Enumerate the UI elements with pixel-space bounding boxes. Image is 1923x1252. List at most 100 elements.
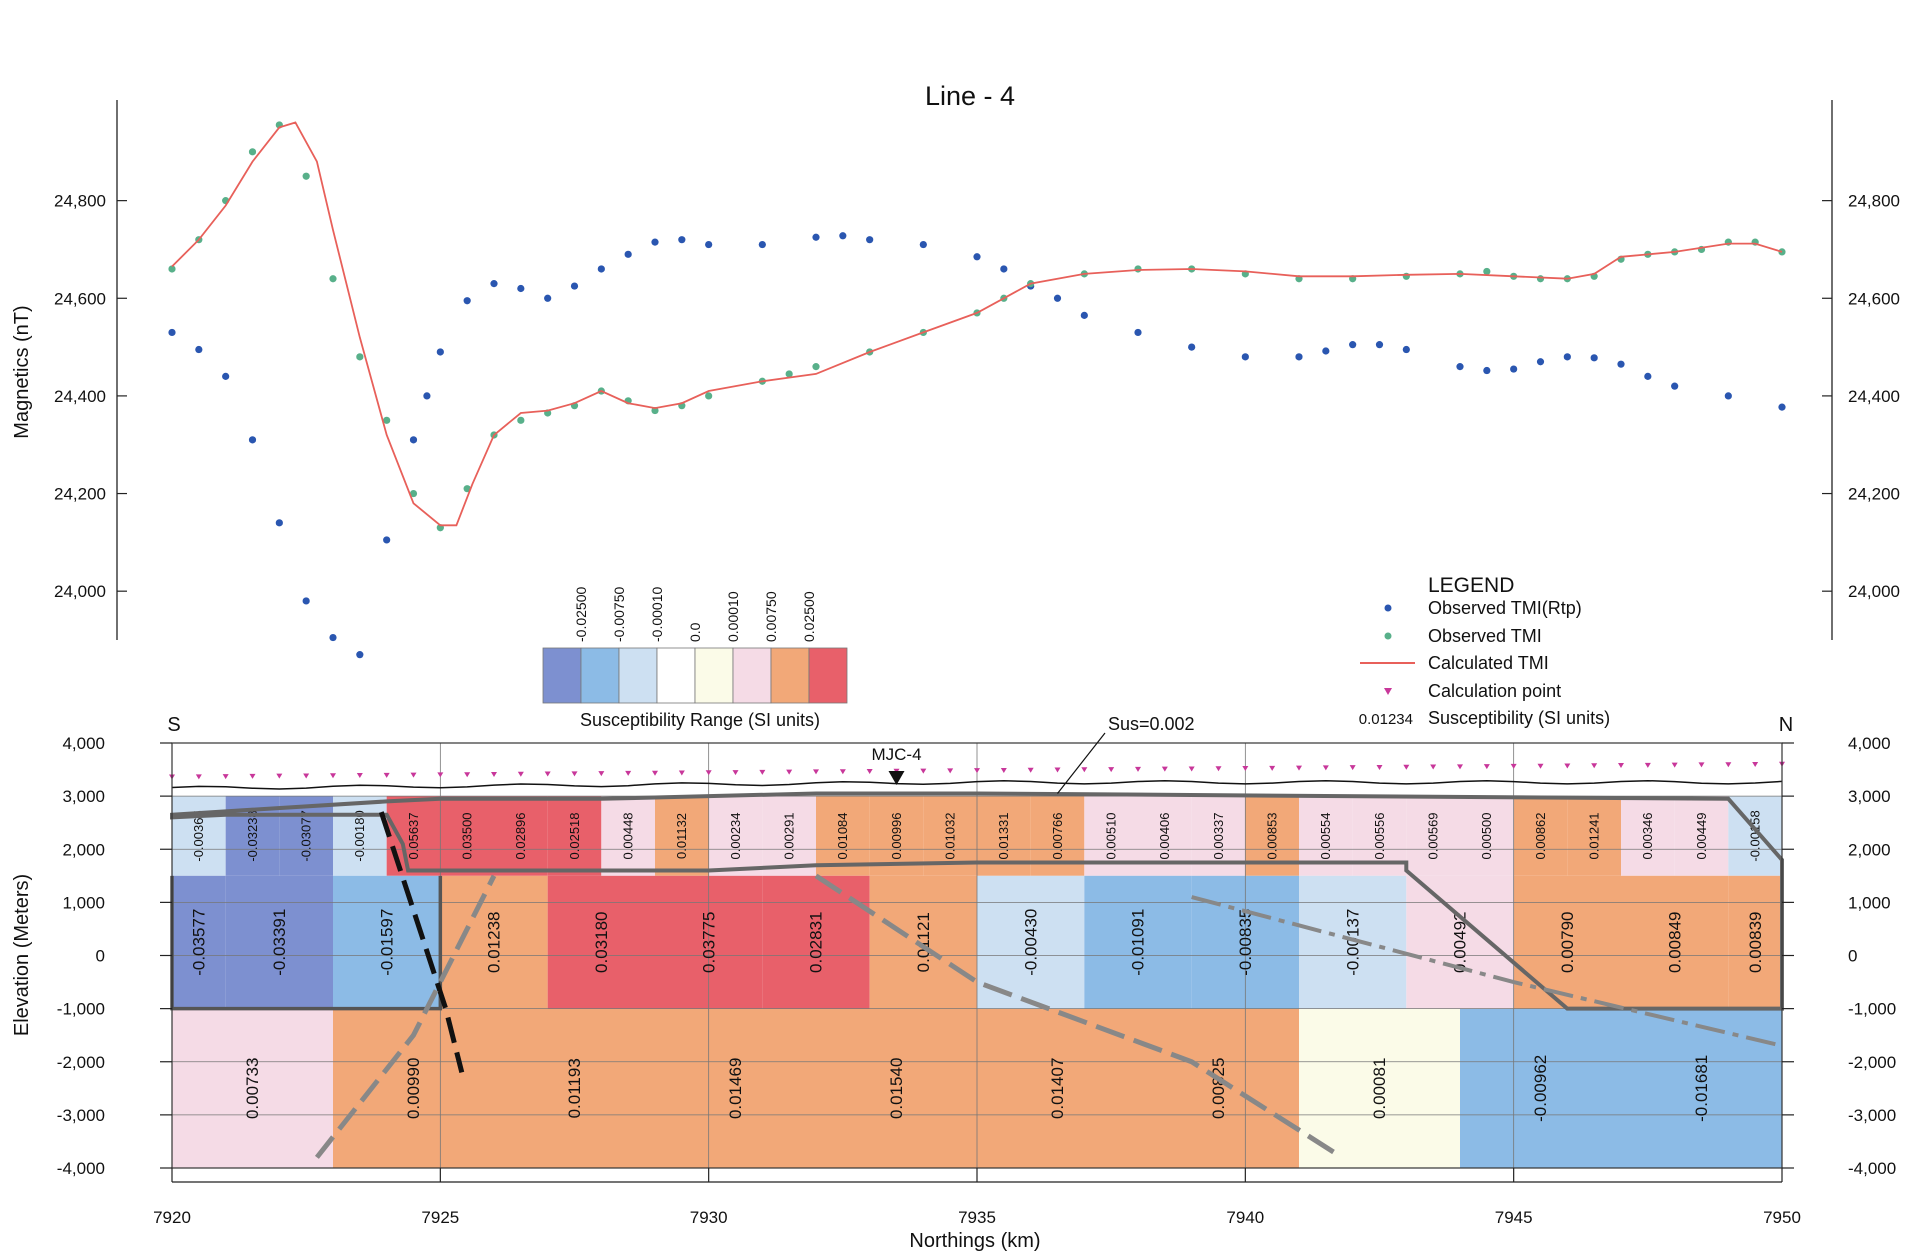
rtp-point [1322, 347, 1330, 355]
south-label: S [167, 714, 180, 736]
block-value: 0.00346 [1640, 812, 1655, 859]
rtp-point [1778, 403, 1786, 411]
calculation-point [1483, 764, 1490, 770]
sec-ytick-label-right: -2,000 [1848, 1053, 1896, 1072]
rtp-point [544, 294, 552, 302]
legend-item-tmi: Observed TMI [1428, 626, 1542, 646]
calculation-point [813, 769, 819, 775]
calculation-point [705, 770, 712, 776]
sec-ytick-label-left: 3,000 [62, 787, 105, 806]
calculation-point [303, 773, 310, 779]
rtp-point [1563, 353, 1571, 361]
top-ytick-label-right: 24,400 [1848, 387, 1900, 406]
sus-annotation: Sus=0.002 [1108, 714, 1195, 734]
block-value: 0.00990 [404, 1058, 423, 1119]
susceptibility-block [1621, 875, 1729, 1009]
magnetics-y-label: Magnetics (nT) [11, 305, 33, 438]
block-value: 0.00766 [1050, 812, 1065, 859]
block-value: 0.03775 [699, 911, 718, 972]
tmi-point [705, 392, 713, 400]
rtp-point [1080, 311, 1088, 319]
rtp-point [866, 236, 874, 244]
sec-ytick-label-left: -2,000 [57, 1053, 105, 1072]
susceptibility-block [172, 1008, 333, 1168]
model-outline [170, 791, 1784, 1011]
sus-arrow [1057, 732, 1106, 794]
scale-swatch [618, 647, 658, 704]
block-value: 0.01241 [1587, 812, 1602, 859]
block-value: 0.01407 [1048, 1058, 1067, 1119]
susceptibility-block [869, 875, 977, 1009]
sec-ytick-label-left: 1,000 [62, 893, 105, 912]
tmi-point [812, 363, 820, 371]
legend-symbol-calcpoint [1384, 688, 1392, 695]
susceptibility-block [1299, 1008, 1460, 1168]
block-value: 0.00569 [1426, 812, 1441, 859]
block-value: 0.03180 [592, 911, 611, 972]
tmi-point [785, 370, 793, 378]
susceptibility-block [601, 796, 655, 876]
calculation-point [1188, 766, 1195, 772]
calculation-point [464, 772, 471, 778]
block-value: 0.05637 [406, 812, 421, 859]
scale-label: -0.00010 [649, 587, 665, 642]
susceptibility-block [977, 1008, 1138, 1168]
block-value: 0.00448 [621, 812, 636, 859]
calculation-point [652, 770, 658, 776]
susceptibility-block [172, 875, 226, 1009]
rtp-point [1536, 358, 1545, 366]
block-value: 0.00081 [1370, 1058, 1389, 1119]
tmi-point [302, 172, 310, 180]
top-ytick-label-right: 24,800 [1848, 192, 1900, 211]
calculation-point [1752, 761, 1759, 767]
legend-symbol-sus: 0.01234 [1359, 711, 1413, 728]
rtp-point [1053, 294, 1062, 302]
block-value: 0.00790 [1558, 911, 1577, 972]
block-value: 0.00556 [1372, 812, 1387, 859]
x-tick-label: 7925 [421, 1208, 459, 1227]
block-value: 0.01238 [485, 911, 504, 972]
fault-grey-right [1191, 895, 1783, 1048]
susceptibility-block [1728, 875, 1782, 1009]
calculation-point [1296, 765, 1302, 771]
scale-label: 0.00750 [763, 591, 779, 642]
block-value: -0.03077 [299, 810, 314, 861]
calculation-point [222, 774, 229, 780]
fault-grey-left [314, 874, 497, 1159]
susceptibility-block [655, 1008, 816, 1168]
block-value: 0.01084 [835, 812, 850, 859]
rtp-point [1375, 341, 1384, 349]
calculation-point [1161, 766, 1168, 772]
rtp-point [1188, 343, 1196, 351]
rtp-point [1456, 363, 1464, 371]
sec-ytick-label-right: 4,000 [1848, 734, 1891, 753]
calculation-point [1000, 767, 1007, 773]
tmi-point [329, 275, 337, 283]
rtp-point [1295, 353, 1303, 361]
block-value: -0.00835 [1236, 909, 1255, 976]
block-value: 0.02831 [807, 911, 826, 972]
fault-grey-middle [814, 873, 1344, 1160]
calculation-point [920, 768, 927, 774]
calculation-point [1457, 764, 1463, 770]
calculation-point [1242, 766, 1249, 772]
top-ytick-label-left: 24,600 [54, 289, 106, 308]
susceptibility-block [547, 875, 655, 1009]
block-value: -0.01681 [1692, 1055, 1711, 1122]
calculation-point [571, 771, 578, 777]
scale-swatch [770, 647, 810, 704]
rtp-point [490, 280, 498, 288]
rtp-point [758, 240, 766, 249]
susceptibility-block [1299, 875, 1407, 1009]
susceptibility-block [1406, 796, 1460, 876]
rtp-point [1483, 366, 1491, 375]
block-value: 0.02896 [513, 812, 528, 859]
rtp-point [1590, 354, 1598, 362]
calculation-point [383, 772, 390, 778]
sec-ytick-label-left: -1,000 [57, 1000, 105, 1019]
block-value: -0.01091 [1129, 909, 1148, 976]
calculation-point [544, 771, 551, 777]
rtp-point [463, 297, 471, 305]
sec-ytick-label-right: -4,000 [1848, 1159, 1896, 1178]
